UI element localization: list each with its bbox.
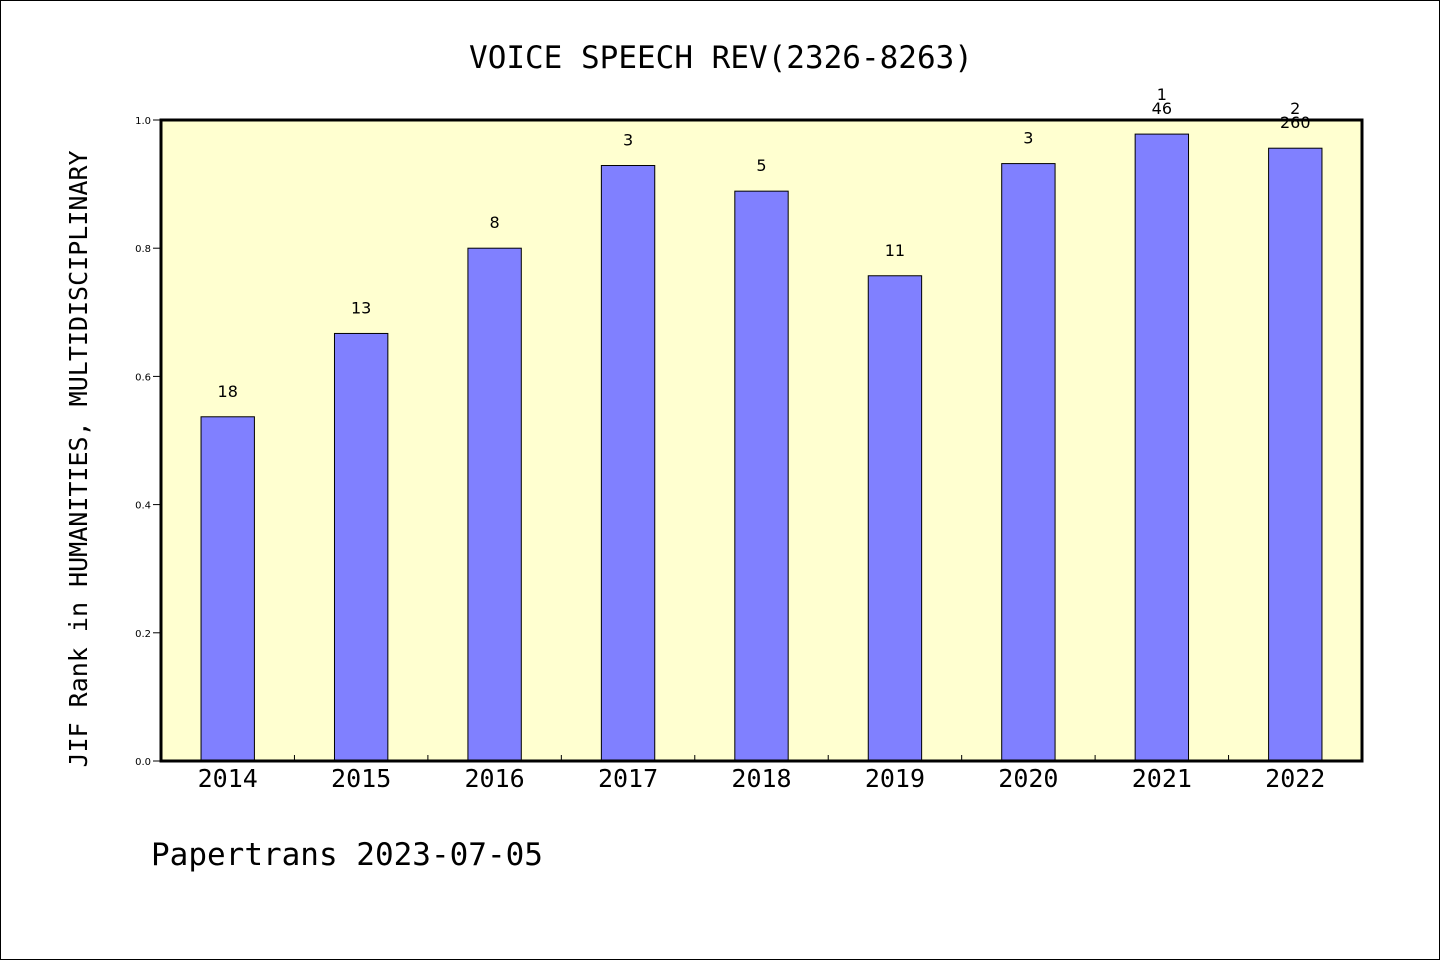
y-tick-label: 0.2 [135, 629, 151, 640]
bar [734, 190, 789, 762]
bar [333, 332, 389, 762]
bar [200, 416, 255, 762]
bar [1268, 147, 1323, 762]
bar-data-label: 3 [1023, 129, 1033, 148]
y-tick-label: 1.0 [135, 116, 151, 127]
bar-data-label: 2 [1290, 99, 1300, 118]
bar [1001, 163, 1056, 762]
bar [467, 247, 522, 762]
bar-data-label: 8 [490, 213, 500, 232]
bar-data-label: 5 [756, 156, 766, 175]
bar-data-label: 18 [218, 382, 238, 401]
x-tick-label: 2022 [1265, 764, 1325, 793]
x-tick-label: 2016 [465, 764, 525, 793]
bar [867, 275, 923, 762]
ticks-layer: 0.0 0.2 0.4 0.6 0.8 1.0 2014 2015 2016 2017 2018 20… [135, 116, 1325, 793]
chart-title: VOICE SPEECH REV(2326-8263) [469, 40, 973, 76]
x-tick-label: 2019 [865, 764, 925, 793]
plot-frame [159, 118, 1364, 763]
bar-data-label: 46 [1152, 99, 1172, 118]
x-tick-label: 2018 [731, 764, 791, 793]
x-tick-label: 2021 [1132, 764, 1192, 793]
y-tick-label: 0.0 [135, 757, 151, 768]
bar-data-label: 13 [351, 298, 371, 317]
y-tick-label: 0.4 [135, 501, 151, 512]
y-tick-label: 0.6 [135, 372, 151, 383]
x-tick-label: 2014 [198, 764, 258, 793]
bar-data-label: 3 [623, 131, 633, 150]
y-tick-label: 0.8 [135, 244, 151, 255]
y-axis-label: JIF Rank in HUMANITIES, MULTIDISCIPLINAR… [64, 150, 93, 767]
bar-data-label: 260 [1280, 113, 1311, 132]
x-tick-label: 2015 [331, 764, 391, 793]
x-tick-label: 2020 [998, 764, 1058, 793]
bar [1134, 133, 1190, 762]
bar-data-label: 1 [1157, 85, 1167, 104]
x-tick-label: 2017 [598, 764, 658, 793]
footer-watermark: Papertrans 2023-07-05 [151, 837, 543, 873]
bar-data-label: 11 [885, 241, 905, 260]
bar [600, 165, 656, 762]
